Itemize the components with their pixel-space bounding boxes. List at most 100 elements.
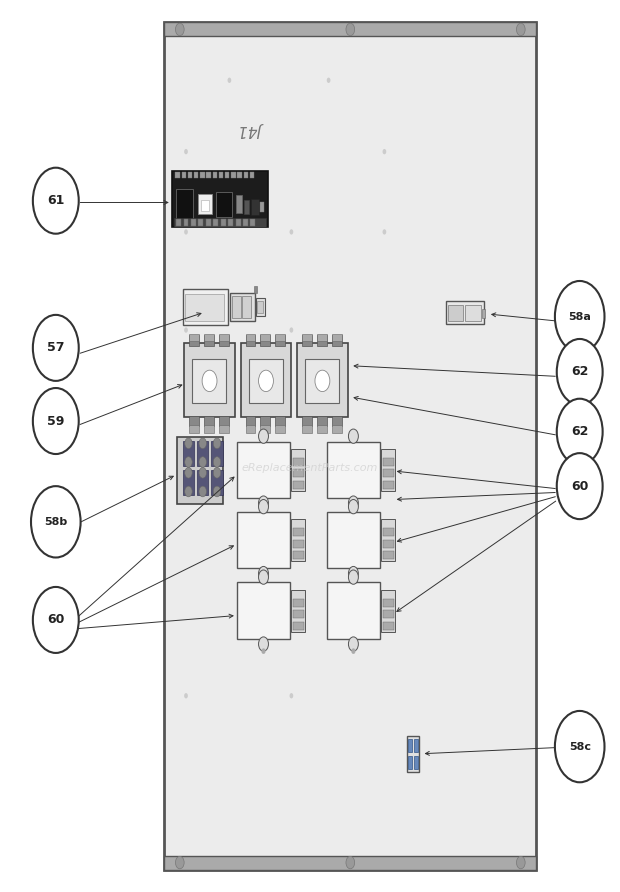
Bar [257,301,263,313]
Bar [197,470,208,495]
Bar [383,528,394,536]
Bar [448,305,463,321]
Bar [246,416,255,426]
Bar [188,172,192,178]
Bar [293,469,304,477]
Bar [246,425,255,433]
Bar [211,470,223,495]
Bar [232,296,241,318]
Bar [465,305,480,321]
Text: 59: 59 [47,415,64,427]
Circle shape [346,856,355,869]
Bar [381,449,395,491]
Circle shape [516,23,525,36]
Bar [194,172,198,178]
Bar [175,172,180,178]
Bar [183,470,194,495]
Circle shape [348,637,358,651]
Text: 62: 62 [571,425,588,438]
Circle shape [290,229,293,235]
Circle shape [199,467,206,478]
Bar [293,610,304,618]
Bar [275,425,285,433]
Text: 57: 57 [47,342,64,354]
Bar [332,416,342,426]
Circle shape [199,457,206,467]
Bar [213,219,218,226]
Bar [293,622,304,630]
Bar [189,425,199,433]
Bar [383,622,394,630]
Bar [260,202,264,212]
Bar [201,200,209,211]
Circle shape [348,496,358,510]
Bar [383,469,394,477]
Bar [164,22,536,870]
Bar [383,551,394,559]
Circle shape [33,168,79,234]
Bar [197,441,208,466]
Bar [237,442,290,498]
Circle shape [557,453,603,519]
Bar [246,334,255,341]
Circle shape [33,587,79,653]
Circle shape [228,78,231,83]
Circle shape [259,570,268,584]
Bar [250,219,255,226]
Text: 58b: 58b [44,516,68,527]
Bar [206,172,211,178]
Bar [219,334,229,341]
Bar [228,219,233,226]
Circle shape [352,508,355,513]
Bar [260,334,270,341]
Circle shape [33,315,79,381]
Circle shape [290,693,293,698]
Bar [172,171,268,227]
Bar [219,172,223,178]
Bar [383,540,394,548]
Bar [407,736,419,772]
Bar [383,599,394,607]
Circle shape [213,486,221,497]
Bar [230,293,255,321]
Bar [200,172,205,178]
Bar [332,334,342,341]
Circle shape [259,370,273,392]
Bar [317,416,327,426]
Circle shape [184,693,188,698]
Bar [164,22,536,36]
Bar [236,219,241,226]
Bar [219,335,229,346]
Bar [275,335,285,346]
Bar [408,739,412,752]
Bar [291,449,305,491]
Bar [383,481,394,489]
Bar [293,599,304,607]
Circle shape [259,500,268,514]
Bar [244,172,248,178]
Circle shape [213,457,221,467]
Bar [216,192,232,217]
Bar [414,756,418,769]
Circle shape [290,327,293,333]
Bar [246,335,255,346]
Bar [221,219,226,226]
Bar [305,359,339,403]
Bar [189,416,199,426]
Circle shape [213,467,221,478]
Circle shape [348,500,358,514]
Bar [174,218,266,227]
Bar [260,335,270,346]
Circle shape [184,229,188,235]
Text: 60: 60 [571,480,588,492]
Circle shape [259,566,268,581]
Bar [191,219,196,226]
Bar [482,309,485,318]
Bar [332,425,342,433]
Bar [293,458,304,466]
Bar [251,199,259,215]
Bar [414,739,418,752]
Circle shape [33,388,79,454]
Text: 61: 61 [47,194,64,207]
Circle shape [184,149,188,154]
